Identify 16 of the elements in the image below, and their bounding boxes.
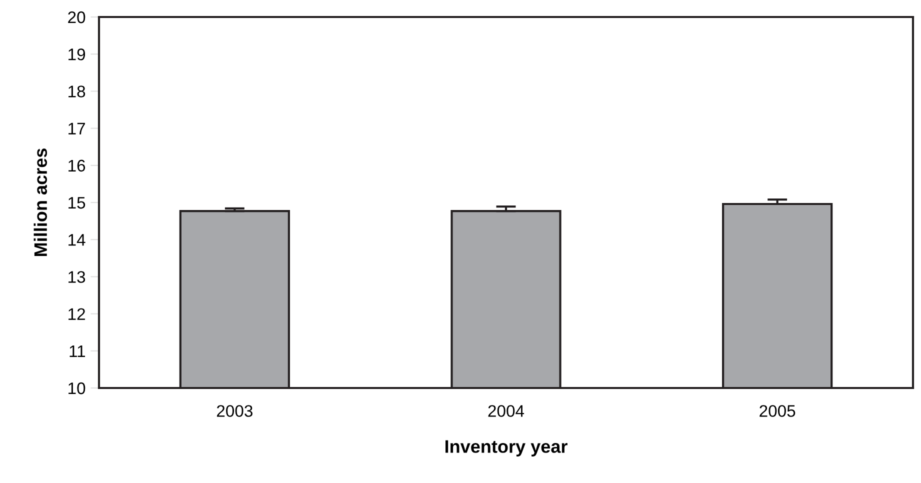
y-tick-label: 18 [68, 86, 86, 98]
x-tick-label: 2004 [488, 405, 524, 417]
y-tick-label: 17 [68, 122, 85, 134]
x-tick-label: 2003 [216, 405, 252, 417]
y-tick-label: 19 [68, 48, 86, 60]
y-tick-label: 11 [70, 345, 85, 357]
y-axis-title: Million acres [34, 148, 48, 256]
x-axis-title: Inventory year [445, 440, 568, 456]
y-tick-label: 16 [68, 160, 86, 172]
y-tick-label: 10 [68, 382, 86, 394]
y-tick-label: 20 [68, 11, 86, 24]
y-tick-label: 15 [68, 197, 86, 209]
x-tick-label: 2005 [760, 405, 796, 417]
y-tick-label: 13 [68, 271, 86, 283]
y-tick-label: 14 [68, 234, 86, 246]
y-tick-label: 12 [68, 308, 85, 320]
